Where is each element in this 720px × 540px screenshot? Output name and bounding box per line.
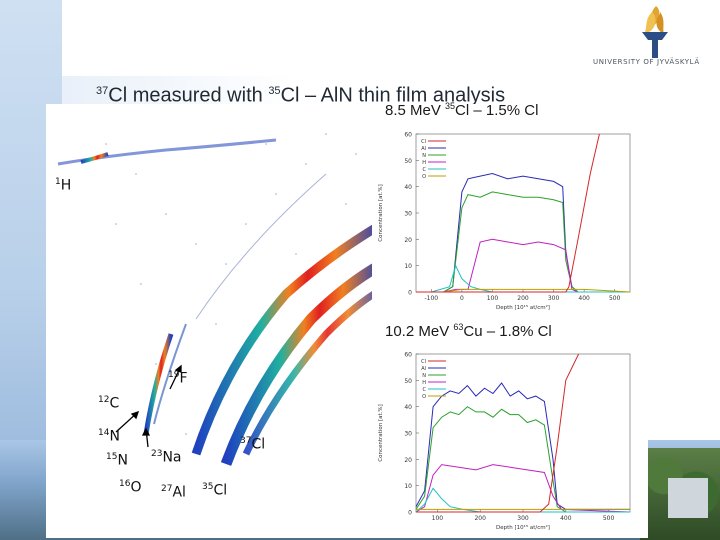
legend-label: C — [423, 167, 427, 173]
label-nitrogen-14: 14N — [98, 428, 120, 445]
bottom-plot-title: 10.2 MeV 63Cu – 1.8% Cl — [385, 322, 552, 340]
legend-label: Al — [421, 146, 426, 152]
depth-profile-chart-cl: 0 10 20 30 40 50 60 -100 0 100 200 300 400 500 Concent… — [378, 132, 631, 311]
label-aluminium-27: 27Al — [161, 484, 186, 501]
label-arrows — [115, 364, 182, 448]
legend-label: N — [422, 153, 426, 159]
legend-label: N — [422, 373, 426, 379]
legend-label: Al — [421, 366, 426, 372]
legend-label: C — [423, 387, 427, 393]
label-fluorine-19: 19F — [168, 370, 188, 387]
aluminium-band — [191, 220, 382, 456]
university-name: UNIVERSITY OF JYVÄSKYLÄ — [593, 58, 700, 66]
y-axis-label: Concentration [at.%] — [378, 404, 384, 461]
x-tick-label: 200 — [517, 295, 529, 302]
y-tick-label: 50 — [404, 158, 412, 165]
legend-label: H — [422, 160, 426, 166]
series-line-cl — [416, 353, 580, 513]
legend-label: H — [422, 380, 426, 386]
y-tick-label: 20 — [404, 457, 412, 464]
slide-header-band — [62, 0, 720, 70]
label-chlorine-35: 35Cl — [202, 482, 228, 499]
y-tick-label: 0 — [408, 290, 412, 297]
y-tick-label: 40 — [404, 184, 412, 191]
y-tick-label: 60 — [404, 352, 412, 359]
background-events — [105, 133, 357, 435]
plot-frame — [415, 133, 631, 293]
x-axis-label: Depth [10¹⁵ at/cm²] — [496, 524, 550, 531]
series-line-h — [415, 464, 631, 513]
legend-label: Cl — [421, 359, 426, 365]
campus-building — [668, 478, 708, 518]
label-sodium-23: 23Na — [151, 449, 182, 466]
series-line-cl — [416, 133, 600, 293]
legend-label: O — [422, 174, 426, 180]
x-tick-label: 100 — [432, 515, 444, 522]
label-chlorine-37: 37Cl — [240, 436, 266, 453]
x-tick-label: 500 — [609, 295, 621, 302]
x-axis-label: Depth [10¹⁵ at/cm²] — [496, 304, 550, 311]
x-tick-label: 200 — [474, 515, 486, 522]
x-tick-label: 300 — [548, 295, 560, 302]
x-tick-label: 500 — [603, 515, 615, 522]
x-tick-label: 0 — [460, 295, 464, 302]
carbon-band — [143, 333, 174, 435]
y-tick-label: 10 — [404, 263, 412, 270]
chlorine-37-band — [242, 285, 382, 456]
nitrogen-band — [153, 323, 187, 425]
y-tick-label: 0 — [408, 510, 412, 517]
y-tick-label: 60 — [404, 132, 412, 139]
label-carbon-12: 12C — [98, 395, 120, 412]
series-line-c — [416, 264, 630, 293]
faint-band — [195, 173, 327, 320]
y-tick-label: 50 — [404, 378, 412, 385]
series-line-al — [415, 382, 630, 510]
label-oxygen-16: 16O — [119, 479, 142, 496]
y-tick-label: 20 — [404, 237, 412, 244]
x-tick-label: 400 — [578, 295, 590, 302]
tof-e-spectrum — [46, 104, 382, 538]
y-axis-label: Concentration [at.%] — [378, 184, 384, 241]
x-tick-label: 300 — [517, 515, 529, 522]
y-tick-label: 30 — [404, 211, 412, 218]
tof-e-histogram — [57, 133, 382, 466]
slide-title: 37Cl measured with 35Cl – AlN thin film … — [62, 76, 648, 107]
plot-frame — [415, 353, 631, 513]
x-tick-label: 400 — [560, 515, 572, 522]
series-line-h — [416, 238, 630, 293]
chlorine-35-band — [220, 259, 382, 466]
university-torch-logo — [642, 6, 668, 58]
top-plot-title: 8.5 MeV 35Cl – 1.5% Cl — [385, 101, 539, 119]
x-tick-label: 100 — [487, 295, 499, 302]
depth-profile-chart-cu: 0 10 20 30 40 50 60 100 200 300 400 500 Concentratio… — [378, 352, 631, 531]
x-tick-label: -100 — [424, 295, 438, 302]
legend-label: O — [422, 394, 426, 400]
y-tick-label: 30 — [404, 431, 412, 438]
series-line-n — [415, 406, 630, 513]
legend-label: Cl — [421, 139, 426, 145]
y-tick-label: 10 — [404, 483, 412, 490]
label-hydrogen-1: 1H — [55, 177, 72, 194]
label-nitrogen-15: 15N — [106, 452, 128, 469]
y-tick-label: 40 — [404, 404, 412, 411]
series-line-n — [416, 191, 630, 293]
hydrogen-band-core — [80, 152, 109, 164]
